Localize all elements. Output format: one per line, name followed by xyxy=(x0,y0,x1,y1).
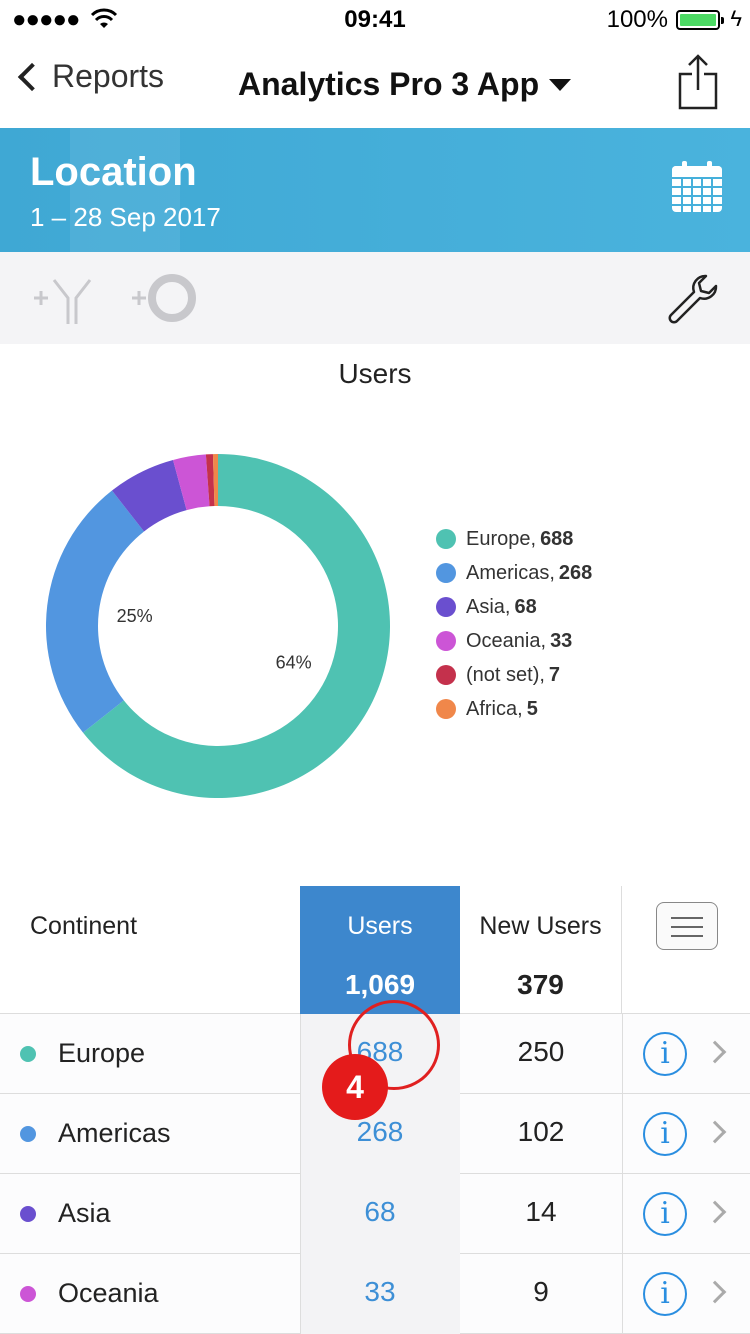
back-label: Reports xyxy=(52,58,165,94)
users-total: 1,069 xyxy=(344,969,416,1000)
row-color-dot xyxy=(20,1206,36,1222)
legend-value: 268 xyxy=(558,561,593,584)
report-header: Location 1 – 28 Sep 2017 xyxy=(0,128,750,252)
donut-slice-oceania[interactable] xyxy=(173,454,210,511)
chart-title: Users xyxy=(338,358,412,389)
share-icon[interactable] xyxy=(676,54,720,110)
legend-swatch xyxy=(436,563,456,583)
column-header-continent[interactable]: Continent xyxy=(30,912,138,940)
legend-label: Americas xyxy=(466,561,550,584)
tutorial-highlight-circle xyxy=(348,1000,440,1090)
legend-item-asia[interactable]: Asia, 68 xyxy=(436,590,592,624)
legend-item-not-set[interactable]: (not set), 7 xyxy=(436,658,592,692)
report-title: Location xyxy=(30,150,197,194)
row-new-users: 102 xyxy=(517,1116,565,1147)
row-continent: Europe xyxy=(58,1038,146,1068)
row-new-users: 250 xyxy=(517,1036,565,1067)
navigation-bar: Reports Analytics Pro 3 App xyxy=(0,40,750,128)
donut-slice-americas[interactable] xyxy=(46,490,145,733)
column-header-users[interactable]: Users 1,069 xyxy=(300,886,460,1014)
table-row[interactable]: Oceania 33 9 i xyxy=(0,1254,750,1334)
legend-label: Oceania xyxy=(466,629,541,652)
column-header-new-users-label: New Users xyxy=(479,912,602,940)
legend-value: 5 xyxy=(526,697,538,720)
legend-value: 7 xyxy=(548,663,561,686)
row-continent: Asia xyxy=(58,1198,111,1228)
legend-value: 68 xyxy=(514,595,537,618)
table-row[interactable]: Asia 68 14 i xyxy=(0,1174,750,1254)
chevron-right-icon[interactable] xyxy=(703,1040,727,1064)
legend-swatch xyxy=(436,665,456,685)
users-donut-chart[interactable]: 64% 25% xyxy=(40,448,396,804)
chevron-left-icon xyxy=(17,62,47,91)
chevron-right-icon[interactable] xyxy=(703,1200,727,1224)
column-header-users-label: Users xyxy=(347,912,413,940)
donut-slice-label: 25% xyxy=(117,606,153,626)
report-toolbar xyxy=(0,252,750,344)
legend-swatch xyxy=(436,597,456,617)
caret-down-icon xyxy=(549,78,572,91)
row-continent: Americas xyxy=(58,1118,171,1148)
app-selector[interactable]: Analytics Pro 3 App xyxy=(238,66,572,103)
banner-background-graphic xyxy=(70,128,180,252)
legend-label: Europe xyxy=(466,527,531,550)
row-color-dot xyxy=(20,1126,36,1142)
row-users[interactable]: 68 xyxy=(364,1196,396,1227)
donut-slice-africa[interactable] xyxy=(212,454,218,507)
status-bar: ●●●●● 09:41 100% ϟ xyxy=(0,0,750,40)
wrench-icon[interactable] xyxy=(666,272,720,326)
charging-icon: ϟ xyxy=(730,6,742,31)
info-icon[interactable]: i xyxy=(643,1112,687,1156)
legend-label: Africa xyxy=(466,697,518,720)
legend-item-americas[interactable]: Americas, 268 xyxy=(436,556,592,590)
legend-item-europe[interactable]: Europe, 688 xyxy=(436,522,592,556)
battery-icon xyxy=(676,10,724,30)
legend-label: (not set) xyxy=(466,663,540,686)
info-icon[interactable]: i xyxy=(643,1032,687,1076)
calendar-icon[interactable] xyxy=(670,160,724,214)
legend-item-oceania[interactable]: Oceania, 33 xyxy=(436,624,592,658)
donut-slice-label: 64% xyxy=(276,653,312,673)
row-users[interactable]: 33 xyxy=(364,1276,396,1307)
legend-swatch xyxy=(436,631,456,651)
donut-slice-notset[interactable] xyxy=(205,454,215,507)
new-users-total: 379 xyxy=(517,969,564,1000)
legend-value: 33 xyxy=(550,629,573,652)
info-icon[interactable]: i xyxy=(643,1192,687,1236)
legend-swatch xyxy=(436,529,456,549)
battery-percentage: 100% xyxy=(606,6,668,33)
date-range: 1 – 28 Sep 2017 xyxy=(30,202,221,232)
row-users[interactable]: 268 xyxy=(356,1116,404,1147)
row-new-users: 9 xyxy=(533,1276,549,1307)
nav-title: Analytics Pro 3 App xyxy=(238,66,540,102)
row-color-dot xyxy=(20,1286,36,1302)
signal-strength-icon: ●●●●● xyxy=(12,6,80,33)
row-new-users: 14 xyxy=(525,1196,557,1227)
donut-slice-asia[interactable] xyxy=(111,459,187,532)
row-color-dot xyxy=(20,1046,36,1062)
wifi-icon xyxy=(90,8,118,28)
legend-item-africa[interactable]: Africa, 5 xyxy=(436,692,592,726)
clock: 09:41 xyxy=(344,6,406,33)
chart-legend: Europe, 688 Americas, 268 Asia, 68 Oceania,… xyxy=(436,522,592,726)
legend-value: 688 xyxy=(540,527,574,550)
row-continent: Oceania xyxy=(58,1278,159,1308)
menu-icon[interactable] xyxy=(656,902,718,950)
back-button[interactable]: Reports xyxy=(14,58,164,95)
table-header: Continent Users 1,069 New Users 379 xyxy=(0,886,750,1014)
donut-slice-europe[interactable] xyxy=(83,454,390,798)
chevron-right-icon[interactable] xyxy=(703,1280,727,1304)
info-icon[interactable]: i xyxy=(643,1272,687,1316)
column-header-new-users[interactable]: New Users 379 xyxy=(460,886,622,1014)
add-segment-icon[interactable] xyxy=(130,274,200,326)
tutorial-step-badge: 4 xyxy=(322,1054,388,1120)
chevron-right-icon[interactable] xyxy=(703,1120,727,1144)
add-comparison-icon[interactable] xyxy=(32,274,96,326)
legend-label: Asia xyxy=(466,595,505,618)
legend-swatch xyxy=(436,699,456,719)
